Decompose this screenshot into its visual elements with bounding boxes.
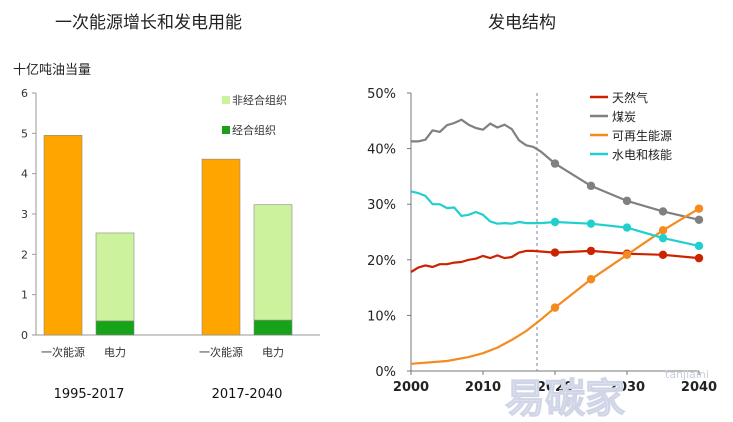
series-marker xyxy=(622,223,632,232)
right-y-tick-label: 30% xyxy=(367,198,396,213)
left-y-axis-label: 十亿吨油当量 xyxy=(13,63,91,78)
series-line xyxy=(410,207,700,365)
series-marker xyxy=(658,226,668,235)
left-y-tick-label: 4 xyxy=(21,168,28,181)
bar-segment xyxy=(253,204,293,321)
right-y-tick-label: 50% xyxy=(367,87,396,102)
series-marker xyxy=(586,275,596,284)
right-y-tick-label: 20% xyxy=(367,254,396,269)
watermark-logo: 易碳家 xyxy=(505,376,625,422)
left-y-tick-label: 3 xyxy=(21,208,28,221)
right-x-tick-label: 2040 xyxy=(681,380,717,395)
left-y-tick-label: 2 xyxy=(21,248,28,261)
bar-segment xyxy=(43,135,83,336)
left-y-tick-label: 0 xyxy=(21,329,28,342)
left-bars: 一次能源 电力 1995-2017 一次能源 电力 2017-2040 xyxy=(41,135,293,402)
series-marker xyxy=(658,250,668,259)
series-marker xyxy=(694,215,704,224)
series-marker xyxy=(694,204,704,213)
bar-category-label: 电力 xyxy=(104,346,126,359)
right-lines xyxy=(410,118,704,365)
series-marker xyxy=(550,217,560,227)
group-label: 2017-2040 xyxy=(212,387,283,402)
series-marker xyxy=(694,253,704,263)
series-marker xyxy=(622,250,632,259)
right-x-tick-label: 2000 xyxy=(393,380,429,395)
series-marker xyxy=(550,159,560,168)
legend-label: 水电和核能 xyxy=(612,148,672,162)
right-x-tick-label: 2010 xyxy=(465,380,501,395)
series-marker xyxy=(694,241,704,251)
group-label: 1995-2017 xyxy=(54,387,125,402)
series-line xyxy=(411,118,700,221)
watermark-sub: tanjiaini xyxy=(665,368,709,381)
bar-segment xyxy=(95,320,135,336)
left-y-tick-label: 6 xyxy=(21,87,28,100)
series-line xyxy=(410,249,700,273)
bar-category-label: 一次能源 xyxy=(199,345,243,359)
right-x-tick-label: 2030 xyxy=(609,380,645,395)
series-marker xyxy=(550,248,560,257)
series-marker xyxy=(622,196,632,206)
legend-label: 可再生能源 xyxy=(612,129,672,143)
left-y-tick-label: 5 xyxy=(21,127,28,140)
right-axes: 0% 10% 20% 30% 40% 50% 2000 2010 2020 2030 2040 xyxy=(367,87,717,395)
legend-swatch xyxy=(222,96,230,104)
legend-label: 煤炭 xyxy=(612,110,636,124)
legend-swatch xyxy=(222,126,230,134)
right-x-tick-label: 2020 xyxy=(537,380,573,395)
right-y-tick-label: 0% xyxy=(375,365,396,380)
series-marker xyxy=(658,207,668,216)
legend-label: 非经合组织 xyxy=(232,93,287,107)
series-marker xyxy=(586,219,596,228)
bar-category-label: 电力 xyxy=(262,346,284,359)
bar-segment xyxy=(201,158,241,336)
bar-category-label: 一次能源 xyxy=(41,345,85,359)
bar-segment xyxy=(253,319,293,336)
series-marker xyxy=(658,233,668,243)
series-marker xyxy=(586,246,596,256)
bar-segment xyxy=(95,232,135,322)
right-chart-title: 发电结构 xyxy=(488,13,556,33)
legend-label: 经合组织 xyxy=(232,123,276,137)
series-line xyxy=(410,190,700,247)
left-y-tick-label: 1 xyxy=(21,289,28,302)
legend-label: 天然气 xyxy=(612,90,648,105)
left-chart-title: 一次能源增长和发电用能 xyxy=(55,13,242,33)
series-marker xyxy=(550,303,560,312)
right-y-tick-label: 40% xyxy=(367,143,396,158)
series-marker xyxy=(586,181,596,191)
right-y-tick-label: 10% xyxy=(367,309,396,324)
